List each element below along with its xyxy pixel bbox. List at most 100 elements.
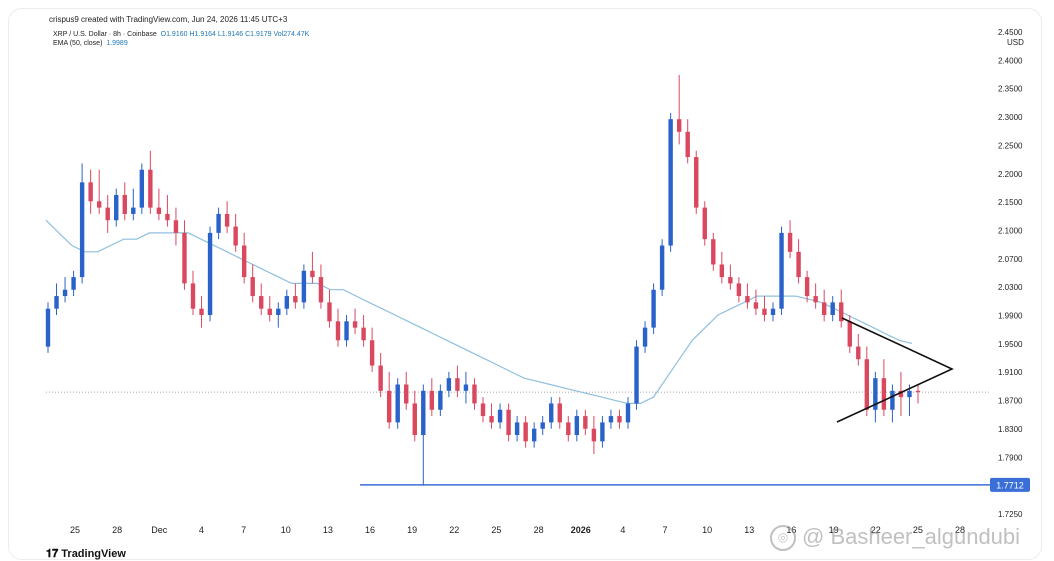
candle-body	[907, 390, 912, 398]
camera-icon: ◎	[770, 525, 796, 552]
candle-body	[830, 302, 835, 316]
candle-body	[190, 283, 196, 309]
candle-body	[318, 277, 324, 303]
y-tick-label: 2.0700	[998, 255, 1023, 264]
x-tick-label: 16	[365, 525, 375, 535]
candle-body	[711, 239, 716, 265]
ema-value: 1.9989	[106, 40, 128, 47]
candle-body	[148, 169, 153, 208]
ohlc-values: O1.9160 H1.9164 L1.9146 C1.9179 Vol274.4…	[160, 31, 310, 38]
candle-body	[736, 283, 742, 297]
y-tick-label: 1.8300	[998, 425, 1023, 434]
candle-body	[668, 119, 673, 246]
candle-body	[199, 308, 204, 316]
candle-body	[676, 119, 682, 132]
x-tick-label: 13	[744, 525, 754, 535]
candle-body	[856, 346, 861, 360]
candle-body	[173, 220, 179, 233]
candle-body	[719, 264, 725, 278]
candle-body	[386, 390, 392, 423]
y-tick-label: 1.8700	[998, 397, 1023, 406]
candle-body	[881, 378, 887, 410]
candle-body	[241, 245, 247, 278]
y-tick-label: 2.2000	[998, 170, 1023, 179]
currency-label: USD	[1007, 38, 1024, 47]
candle-body	[864, 359, 870, 410]
y-tick-label: 2.2500	[998, 141, 1023, 150]
candle-body	[455, 378, 460, 391]
candle-body	[608, 416, 614, 423]
y-tick-label: 2.3500	[998, 85, 1023, 94]
x-tick-label: 4	[620, 525, 625, 535]
candle-body	[497, 409, 503, 423]
tv-logo-text: TradingView	[61, 548, 126, 560]
x-tick-label: 13	[323, 525, 333, 535]
candle-body	[489, 416, 494, 423]
candle-body	[310, 270, 315, 278]
symbol-legend: XRP / U.S. Dollar · 8h · Coinbase O1.916…	[53, 31, 309, 38]
y-tick-label: 2.4000	[998, 56, 1023, 65]
candle-body	[344, 321, 349, 341]
x-tick-label: 28	[534, 525, 544, 535]
candle-body	[122, 194, 127, 214]
candle-body	[779, 232, 784, 309]
candle-body	[600, 422, 605, 442]
support-price-tag	[990, 477, 1030, 492]
candle-body	[114, 194, 119, 221]
candle-body	[659, 245, 665, 290]
candle-body	[574, 416, 580, 436]
tradingview-logo[interactable]: 𝟏𝟕 TradingView	[46, 548, 126, 561]
candle-body	[156, 207, 162, 214]
candle-body	[395, 384, 400, 423]
candle-body	[352, 321, 358, 328]
y-tick-label: 2.1500	[998, 198, 1023, 207]
candle-body	[804, 277, 810, 297]
candle-body	[165, 213, 170, 221]
candle-body	[369, 340, 375, 366]
x-tick-label: 2026	[571, 525, 591, 535]
created-by-text: crispus9 created with TradingView.com, J…	[49, 15, 288, 24]
y-tick-label: 1.7900	[998, 453, 1023, 462]
chart-card: crispus9 created with TradingView.com, J…	[8, 8, 1042, 560]
candle-body	[250, 277, 255, 297]
candle-body	[540, 422, 545, 429]
candle-body	[531, 428, 537, 442]
candle-body	[284, 296, 290, 309]
candle-body	[182, 232, 187, 284]
x-tick-label: 7	[241, 525, 246, 535]
candle-body	[839, 302, 844, 322]
candle-body	[438, 390, 443, 410]
candle-body	[762, 308, 767, 316]
candle-body	[847, 321, 852, 347]
candle-body	[293, 296, 298, 303]
tv-logo-icon: 𝟏𝟕	[46, 548, 62, 560]
x-tick-label: 10	[281, 525, 291, 535]
watermark: ◎ @ Basheer_algundubi	[770, 524, 1020, 552]
candle-body	[702, 207, 707, 240]
candle-body	[361, 327, 366, 341]
x-tick-label: 25	[70, 525, 80, 535]
x-tick-label: 25	[491, 525, 501, 535]
candle-body	[685, 131, 690, 158]
candle-body	[45, 308, 51, 347]
candle-body	[728, 277, 733, 284]
candle-body	[694, 157, 699, 208]
candle-body	[79, 182, 85, 278]
candle-body	[915, 390, 921, 393]
x-tick-label: Dec	[151, 525, 168, 535]
candle-body	[898, 390, 904, 398]
x-tick-label: 22	[449, 525, 459, 535]
candle-body	[821, 302, 827, 316]
candle-body	[301, 270, 307, 303]
y-tick-label: 2.4500	[998, 28, 1023, 37]
y-tick-label: 2.1000	[998, 226, 1023, 235]
x-tick-label: 25	[913, 525, 923, 535]
x-tick-label: 19	[407, 525, 417, 535]
candle-body	[71, 277, 76, 290]
candle-body	[796, 251, 801, 278]
candle-body	[105, 207, 110, 221]
y-tick-label: 1.9500	[998, 340, 1023, 349]
x-tick-label: 28	[955, 525, 965, 535]
y-tick-label: 2.0300	[998, 283, 1023, 292]
